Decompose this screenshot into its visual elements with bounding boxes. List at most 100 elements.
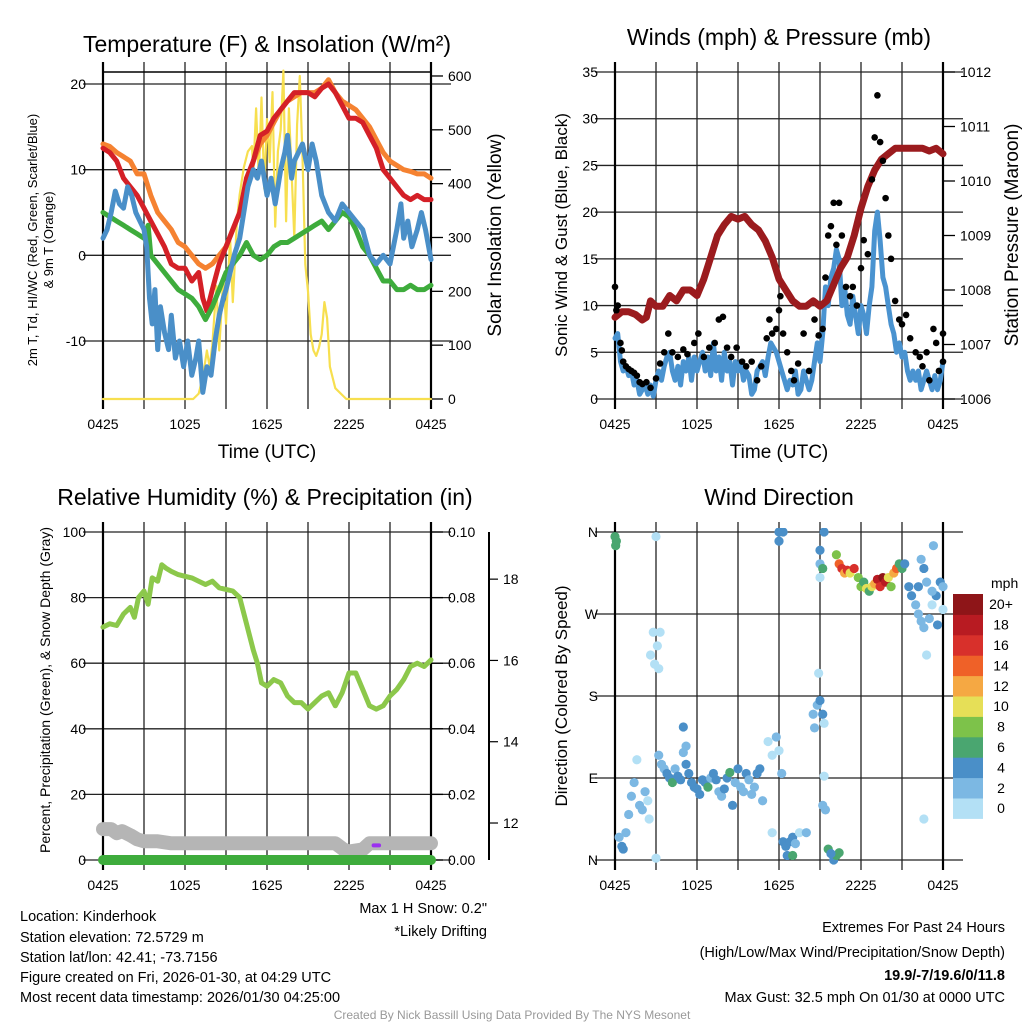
wind-direction-point [788, 850, 798, 861]
gust-point [706, 344, 713, 351]
wind-direction-point [790, 839, 801, 849]
colorbar-label: 0 [997, 800, 1005, 816]
wind-direction-point [913, 609, 924, 619]
gust-point [827, 222, 835, 230]
gust-point [833, 241, 840, 249]
y-tick-label: 40 [70, 721, 86, 737]
y3-tick-label: 16 [503, 652, 519, 668]
gust-point [822, 274, 829, 281]
wind-direction-point [681, 741, 691, 751]
wind-direction-point [763, 736, 773, 747]
y2-tick-label: 500 [448, 122, 472, 138]
gust-point [885, 232, 892, 239]
gust-point [930, 325, 937, 333]
max-snow-label: Max 1 H Snow: 0.2" [359, 901, 487, 917]
colorbar-swatch [953, 655, 983, 677]
wind-direction-point [684, 768, 694, 779]
wind-direction-point [919, 814, 929, 824]
gust-point [919, 363, 926, 370]
y-tick-label: 0 [78, 852, 86, 868]
y2-tick-label: 300 [448, 229, 472, 245]
gust-point [660, 348, 668, 356]
wind-direction-point [886, 582, 896, 592]
colorbar-swatch [953, 798, 983, 819]
x-tick-label: 0425 [927, 877, 958, 893]
wind-direction-point [767, 750, 777, 760]
latlon-text: Station lat/lon: 42.41; -73.7156 [20, 950, 218, 966]
gust-point [652, 375, 660, 382]
wind-direction-point [650, 659, 660, 669]
x-tick-label: 2225 [333, 877, 364, 893]
x-tick-label: 1025 [169, 877, 200, 893]
gust-point [935, 367, 943, 375]
temperature-y-axis-title-line2: & 9m T (Orange) [41, 191, 56, 288]
gust-point [711, 339, 719, 347]
wind-direction-point [749, 782, 760, 792]
x-tick-label: 2225 [845, 416, 876, 432]
x-tick-label: 0425 [87, 416, 118, 432]
gust-point [819, 325, 827, 333]
wind-direction-point [819, 528, 829, 537]
y-tick-label: 20 [70, 76, 86, 92]
y-tick-label: 5 [590, 344, 598, 360]
wind-direction-point [611, 541, 621, 551]
wind-direction-point [928, 541, 939, 551]
winds-chart: 0425 1025 1625 2225 042505101520253035100610… [582, 62, 991, 432]
y2-tick-label: 1009 [960, 228, 991, 244]
station-pressure-line [611, 144, 947, 324]
extremes-subtitle: (High/Low/Max Wind/Precipitation/Snow De… [700, 945, 1005, 961]
colorbar-label: 18 [993, 617, 1009, 633]
x-tick-label: 0425 [87, 877, 118, 893]
gust-point [733, 344, 740, 351]
temperature-y2-axis-title: Solar Insolation (Yellow) [485, 133, 506, 336]
y-tick-label: 20 [582, 204, 598, 220]
colorbar-swatch [953, 696, 983, 717]
gust-point [830, 199, 837, 207]
gust-point [684, 350, 691, 358]
y2-tick-label: 0.04 [448, 721, 475, 737]
wind-direction-point [640, 787, 650, 797]
humidity-chart: 0425 1025 1625 2225 04250204060801000.000.02… [63, 522, 519, 893]
gust-point [753, 377, 761, 384]
x-tick-label: 2225 [845, 877, 876, 893]
x-tick-label: 0425 [599, 416, 630, 432]
wind-direction-point [916, 554, 926, 564]
x-tick-label: 1025 [681, 416, 712, 432]
x-tick-label: 1625 [763, 416, 794, 432]
colorbar-title: mph [991, 575, 1018, 591]
gust-point [779, 330, 787, 337]
wind-direction-point [651, 853, 661, 863]
humidity-chart-title: Relative Humidity (%) & Precipitation (i… [57, 484, 472, 510]
y2-tick-label: 1006 [960, 391, 991, 407]
gust-point [876, 138, 884, 146]
y-tick-label: 30 [582, 111, 598, 127]
wind-direction-chart-title: Wind Direction [704, 484, 854, 510]
gust-point [882, 194, 889, 202]
gust-point [794, 360, 802, 367]
wind-direction-point [831, 550, 842, 560]
wind-direction-y-axis-title: Direction (Colored By Speed) [552, 585, 571, 806]
wind-direction-point [670, 764, 680, 774]
y-tick-label: 10 [70, 162, 86, 178]
wind-direction-point [676, 775, 686, 785]
gust-point [846, 292, 854, 300]
temperature-chart-title: Temperature (F) & Insolation (W/m²) [83, 31, 451, 57]
wind-direction-point [655, 627, 665, 637]
plot-area [100, 69, 434, 401]
wind-direction-point [818, 709, 828, 719]
gust-point [647, 384, 654, 392]
gust-point [700, 353, 708, 361]
gust-point [790, 377, 798, 384]
gust-point [788, 367, 795, 375]
wind-direction-point [681, 759, 691, 769]
plot-area [96, 562, 438, 865]
gust-point [871, 134, 878, 141]
gust-point [898, 320, 906, 328]
temperature-chart: 0425 1025 1625 2225 0425-1001020010020030040… [66, 62, 472, 432]
x-tick-label: 1625 [251, 416, 282, 432]
colorbar-swatch [953, 777, 983, 799]
max-gust-text: Max Gust: 32.5 mph On 01/30 at 0000 UTC [725, 990, 1005, 1006]
gust-point [842, 283, 850, 291]
winds-x-axis-title: Time (UTC) [730, 442, 829, 463]
extremes-title: Extremes For Past 24 Hours [822, 920, 1005, 936]
